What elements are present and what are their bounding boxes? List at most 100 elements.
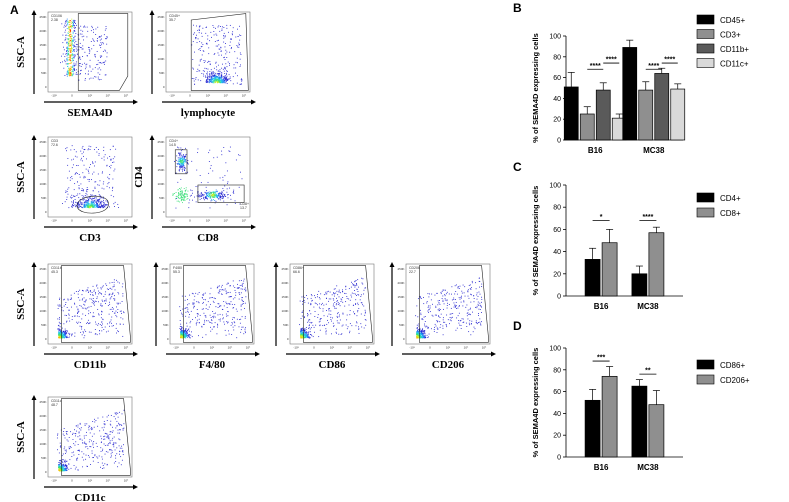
event-dot	[423, 303, 425, 305]
event-dot	[88, 207, 89, 209]
event-dot	[205, 193, 207, 195]
event-dot	[65, 304, 66, 305]
event-dot	[180, 162, 182, 164]
event-dot	[239, 203, 241, 205]
event-dot	[100, 69, 102, 71]
event-dot	[65, 37, 67, 39]
event-dot	[99, 292, 101, 293]
event-dot	[211, 195, 213, 197]
y-tick-label: 150K	[39, 428, 46, 432]
event-dot	[319, 318, 321, 320]
event-dot	[73, 62, 75, 64]
event-dot	[104, 424, 106, 426]
event-dot	[96, 50, 98, 52]
event-dot	[74, 204, 76, 206]
event-dot	[99, 207, 101, 208]
event-dot	[442, 299, 444, 301]
event-dot	[96, 456, 98, 458]
event-dot	[185, 161, 187, 163]
event-dot	[91, 440, 92, 442]
gate-name: CD11b	[51, 266, 62, 270]
event-dot	[211, 322, 213, 324]
event-dot	[174, 193, 175, 194]
event-dot	[79, 289, 81, 291]
event-dot	[67, 46, 69, 48]
event-dot	[185, 159, 187, 161]
event-dot	[181, 164, 183, 166]
event-dot	[204, 319, 206, 321]
event-dot	[180, 150, 182, 152]
event-dot	[77, 469, 79, 471]
event-dot	[89, 66, 91, 68]
event-dot	[63, 336, 65, 338]
event-dot	[361, 326, 363, 328]
event-dot	[197, 315, 199, 317]
event-dot	[86, 63, 88, 65]
event-dot	[103, 159, 105, 161]
event-dot	[221, 54, 222, 56]
event-dot	[355, 325, 357, 327]
event-dot	[75, 33, 77, 34]
event-dot	[78, 203, 79, 205]
x-arrowhead	[133, 484, 138, 490]
event-dot	[71, 22, 73, 24]
event-dot	[213, 199, 214, 201]
event-dot	[59, 337, 61, 339]
event-dot	[180, 331, 182, 333]
event-dot	[211, 73, 213, 75]
event-dot	[76, 321, 78, 323]
event-dot	[195, 201, 197, 203]
event-dot	[467, 291, 469, 293]
event-dot	[465, 306, 467, 308]
event-dot	[71, 319, 73, 321]
event-dot	[234, 200, 236, 202]
event-dot	[92, 197, 94, 199]
event-dot	[58, 452, 60, 454]
event-dot	[85, 196, 87, 198]
x-axis-label: CD8	[197, 232, 219, 244]
event-dot	[423, 316, 425, 318]
event-dot	[354, 313, 356, 315]
event-dot	[212, 192, 214, 193]
event-dot	[61, 307, 63, 309]
event-dot	[471, 294, 472, 296]
event-dot	[458, 305, 460, 307]
event-dot	[113, 298, 115, 300]
event-dot	[66, 46, 68, 48]
event-dot	[181, 313, 183, 315]
event-dot	[74, 195, 76, 197]
event-dot	[218, 74, 220, 76]
event-dot	[239, 83, 241, 85]
event-dot	[217, 323, 218, 325]
event-dot	[212, 317, 214, 319]
event-dot	[80, 150, 82, 152]
event-dot	[235, 159, 237, 161]
event-dot	[327, 290, 329, 292]
event-dot	[70, 62, 72, 64]
event-dot	[221, 294, 223, 295]
event-dot	[192, 303, 194, 305]
event-dot	[70, 51, 72, 53]
event-dot	[79, 56, 81, 58]
event-dot	[211, 72, 212, 74]
y-arrowhead	[153, 262, 159, 267]
event-dot	[206, 195, 208, 196]
event-dot	[223, 41, 225, 43]
event-dot	[60, 447, 62, 449]
event-dot	[64, 333, 65, 335]
event-dot	[94, 421, 96, 423]
event-dot	[217, 285, 219, 287]
event-dot	[64, 56, 66, 58]
event-dot	[88, 46, 89, 48]
event-dot	[187, 171, 189, 173]
event-dot	[219, 69, 221, 71]
event-dot	[201, 297, 203, 299]
event-dot	[211, 328, 213, 330]
event-dot	[198, 64, 200, 66]
event-dot	[88, 204, 90, 206]
event-dot	[439, 310, 440, 312]
event-dot	[238, 287, 240, 288]
event-dot	[68, 334, 70, 336]
event-dot	[184, 193, 186, 194]
event-dot	[98, 206, 100, 208]
